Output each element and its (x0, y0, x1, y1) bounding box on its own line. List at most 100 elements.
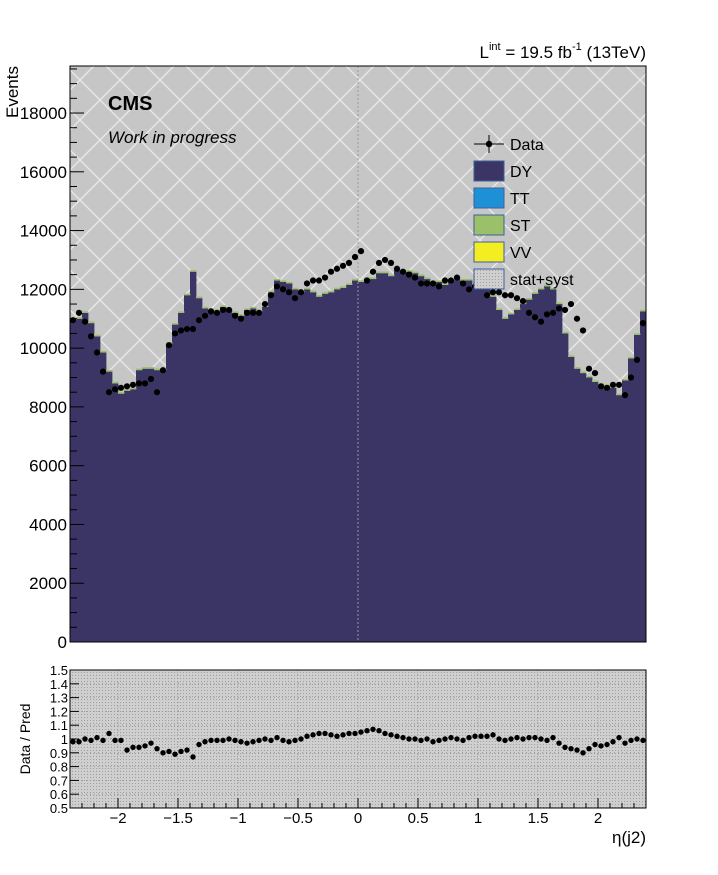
ratio-y-tick-label: 0.8 (50, 760, 68, 775)
y-tick-label: 8000 (29, 398, 67, 417)
minor-backgrounds-sliver (82, 311, 89, 313)
data-point (501, 292, 509, 299)
data-point (339, 262, 347, 269)
data-point (345, 259, 353, 266)
ratio-point (298, 736, 304, 742)
data-point (297, 289, 305, 296)
minor-backgrounds-sliver (490, 295, 497, 297)
ratio-point (562, 744, 568, 750)
ratio-point (628, 737, 634, 744)
dy-bar (622, 380, 629, 642)
data-point (153, 389, 161, 396)
dy-bar (502, 318, 509, 642)
dy-bar (274, 280, 281, 642)
dy-bar (616, 395, 623, 642)
y-tick-label: 0 (58, 633, 67, 652)
ratio-point (202, 739, 208, 745)
ratio-point (448, 734, 454, 741)
data-point (111, 386, 119, 393)
x-tick-label: 0 (354, 810, 362, 827)
ratio-point (382, 730, 388, 737)
y-tick-label: 18000 (20, 104, 67, 123)
data-point (333, 265, 341, 272)
x-axis-title: η(j2) (612, 828, 646, 847)
main-plot: 0 2000 4000 6000 8000 10000 12000 14000 16000 180… (3, 65, 647, 652)
dy-bar (244, 309, 251, 642)
data-point (315, 277, 323, 284)
data-point (237, 315, 245, 322)
dy-bar (346, 284, 353, 642)
ratio-point (586, 745, 592, 752)
dy-bar (262, 306, 269, 642)
dy-bar (214, 311, 221, 642)
ratio-point (394, 733, 400, 739)
ratio-y-tick-label: 1 (61, 732, 68, 747)
data-point (633, 356, 641, 363)
ratio-point (400, 734, 406, 741)
data-point (351, 253, 359, 261)
x-tick-label: 1.5 (528, 810, 549, 827)
ratio-y-tick-label: 1.5 (50, 663, 68, 678)
ratio-point (514, 734, 520, 741)
minor-backgrounds-sliver (640, 309, 646, 312)
data-point (459, 280, 467, 287)
dy-bar (466, 280, 473, 642)
minor-backgrounds-sliver (592, 380, 599, 382)
ratio-point (520, 736, 526, 742)
data-point (93, 349, 101, 356)
ratio-point (124, 747, 130, 753)
data-point (417, 280, 425, 287)
ratio-point (292, 737, 298, 744)
data-point (453, 274, 461, 281)
x-tick-label: 0.5 (408, 810, 429, 827)
legend-swatch (473, 268, 505, 290)
dy-bar (388, 276, 395, 642)
dy-bar (250, 308, 257, 642)
luminosity-label: Lint = 19.5 fb-1 (13TeV) (480, 41, 647, 62)
data-point (411, 274, 419, 281)
ratio-point (184, 747, 190, 753)
ratio-point (238, 739, 244, 745)
minor-backgrounds-sliver (322, 292, 329, 294)
data-point (615, 381, 623, 388)
dy-bar (556, 304, 563, 642)
dy-bar (88, 323, 95, 642)
legend-label: VV (510, 245, 532, 262)
minor-backgrounds-sliver (238, 314, 245, 316)
ratio-point (196, 741, 202, 748)
dy-bar (628, 358, 635, 642)
minor-backgrounds-sliver (538, 287, 545, 290)
ratio-point (592, 741, 598, 748)
minor-backgrounds-sliver (286, 281, 293, 284)
data-point (549, 309, 557, 316)
minor-backgrounds-sliver (418, 274, 425, 277)
main-y-axis-title: Events (3, 66, 22, 118)
legend-item-tt: TT (473, 187, 530, 209)
minor-backgrounds-sliver (142, 367, 149, 369)
data-point (81, 318, 89, 325)
experiment-label: CMS (108, 93, 152, 115)
minor-backgrounds-sliver (340, 286, 347, 288)
dy-bar (640, 311, 646, 642)
ratio-point (454, 736, 460, 742)
ratio-point (352, 730, 358, 737)
minor-backgrounds-sliver (574, 367, 581, 369)
minor-backgrounds-sliver (346, 283, 353, 285)
dy-bar (430, 282, 437, 642)
minor-backgrounds-sliver (496, 308, 503, 310)
minor-backgrounds-sliver (130, 387, 137, 390)
data-points (70, 248, 646, 399)
ratio-point (574, 747, 580, 753)
dy-bar (196, 298, 203, 642)
data-point (195, 317, 203, 324)
ratio-point (262, 736, 268, 742)
dy-bar (136, 370, 143, 642)
dy-histogram (70, 268, 646, 642)
legend: Data DY TT ST VV stat+syst (473, 135, 574, 290)
dy-bar (484, 289, 491, 642)
data-point (255, 309, 263, 316)
ratio-point (244, 740, 250, 746)
dy-bar (202, 308, 209, 642)
data-point (429, 280, 437, 287)
ratio-point (388, 732, 394, 738)
